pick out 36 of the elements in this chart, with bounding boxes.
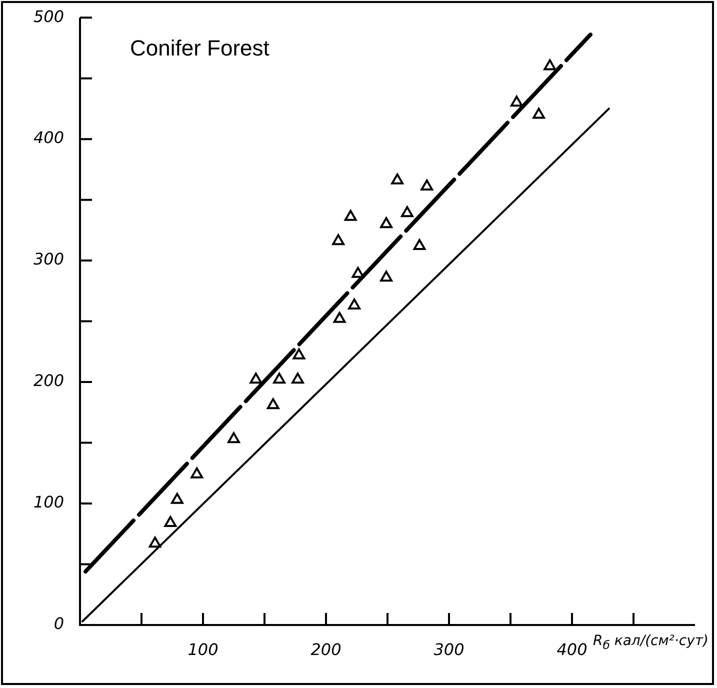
point [332, 234, 344, 246]
point [190, 467, 204, 478]
point [170, 492, 184, 504]
point [148, 536, 162, 548]
point [413, 238, 426, 250]
point [292, 348, 306, 360]
point [344, 210, 357, 221]
x-tick-label: 400 [556, 640, 588, 659]
point [380, 217, 392, 228]
point [510, 96, 523, 107]
y-tick-label: 400 [33, 128, 64, 148]
x-axis-title: R$_{б}$ кал/(см²·сут) [593, 632, 710, 653]
point [164, 516, 177, 527]
x-tick-label: 100 [188, 640, 218, 659]
y-tick-label: 500 [33, 6, 64, 26]
point [391, 173, 404, 184]
point [352, 266, 364, 278]
point [228, 432, 240, 444]
y-tick-label: 300 [33, 250, 64, 269]
text: Conifer Forest [130, 36, 270, 61]
point [380, 270, 392, 282]
point [400, 206, 414, 218]
point [544, 59, 556, 70]
point [292, 372, 304, 384]
point [266, 398, 280, 410]
point [348, 298, 360, 310]
y-tick-label: 100 [33, 492, 64, 512]
point [532, 108, 545, 119]
y-tick-label: 200 [33, 371, 64, 390]
y-tick-label: 0 [54, 614, 64, 634]
x-tick-label: 200 [310, 640, 342, 659]
point [333, 312, 346, 323]
point [420, 179, 434, 190]
point [273, 372, 286, 384]
point [250, 372, 262, 384]
x-tick-label: 300 [434, 640, 464, 659]
